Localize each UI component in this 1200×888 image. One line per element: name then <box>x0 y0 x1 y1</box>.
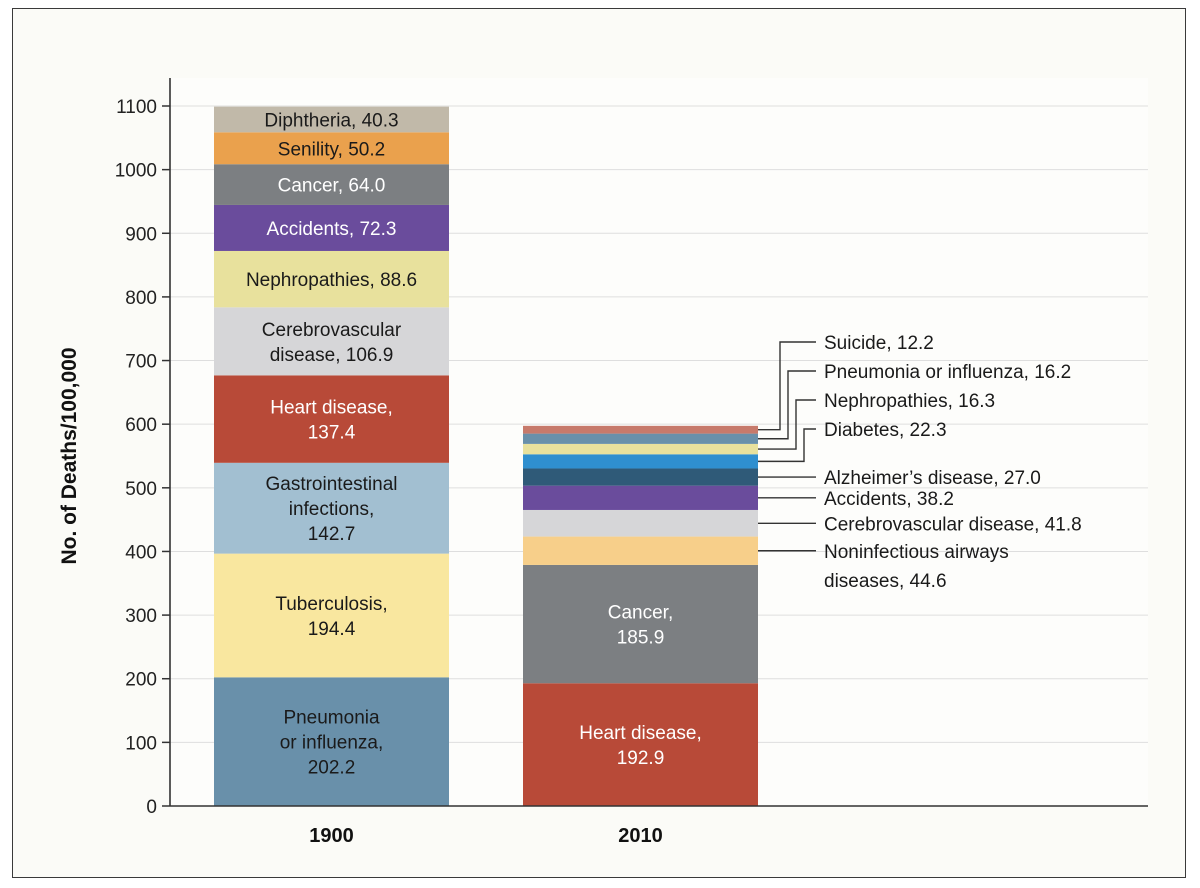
y-tick-label: 200 <box>125 670 157 691</box>
bar-segment-1900-diphtheria <box>214 106 449 133</box>
data-label-1900-cerebrovascular-disease: Cerebrovascular <box>262 320 402 341</box>
data-label-1900-gastrointestinal-infections: 142.7 <box>308 524 356 545</box>
callout-label-noninfectious-airways-diseases: diseases, 44.6 <box>824 571 947 592</box>
data-label-1900-accidents: Accidents, 72.3 <box>267 219 397 240</box>
data-label-1900-heart-disease: 137.4 <box>308 423 356 444</box>
data-label-1900-gastrointestinal-infections: infections, <box>289 499 375 520</box>
bar-segment-2010-cerebrovascular-disease <box>523 509 758 537</box>
leader-line-pneumonia-or-influenza <box>758 370 816 440</box>
data-label-1900-nephropathies: Nephropathies, 88.6 <box>246 270 417 291</box>
bar-segment-2010-accidents <box>523 485 758 510</box>
y-tick-label: 100 <box>125 733 157 754</box>
data-label-2010-heart-disease: 192.9 <box>617 748 665 769</box>
data-label-1900-cancer: Cancer, 64.0 <box>278 176 386 197</box>
bar-segment-1900-pneumonia-or-influenza <box>214 677 449 806</box>
callout-label-pneumonia-or-influenza: Pneumonia or influenza, 16.2 <box>824 362 1071 383</box>
y-tick-label: 700 <box>125 352 157 373</box>
bar-segment-2010-nephropathies <box>523 443 758 455</box>
data-label-1900-pneumonia-or-influenza: 202.2 <box>308 758 356 779</box>
data-label-2010-heart-disease: Heart disease, <box>579 723 702 744</box>
y-tick-label: 1100 <box>116 97 157 118</box>
leader-line-diabetes <box>758 428 816 463</box>
data-label-1900-tuberculosis: Tuberculosis, <box>275 594 387 615</box>
leader-line-suicide <box>758 341 816 431</box>
callout-label-noninfectious-airways-diseases: Noninfectious airways <box>824 542 1009 563</box>
bar-segment-2010-diabetes <box>523 454 758 469</box>
bar-segment-2010-alzheimer-s-disease <box>523 468 758 486</box>
data-label-1900-gastrointestinal-infections: Gastrointestinal <box>265 474 397 495</box>
callout-label-suicide: Suicide, 12.2 <box>824 333 934 354</box>
y-tick-label: 1000 <box>115 161 157 182</box>
bar-segment-1900-tuberculosis <box>214 553 449 678</box>
bar-segment-2010-pneumonia-or-influenza <box>523 433 758 444</box>
bar-segment-1900-accidents <box>214 204 449 251</box>
bar-segment-1900-heart-disease <box>214 375 449 463</box>
bar-segment-2010-suicide <box>523 425 758 434</box>
y-tick-label: 500 <box>125 479 157 500</box>
y-axis-label: No. of Deaths/100,000 <box>58 347 81 564</box>
y-tick-label: 800 <box>125 288 157 309</box>
bar-segment-1900-cerebrovascular-disease <box>214 307 449 376</box>
callout-label-accidents: Accidents, 38.2 <box>824 489 954 510</box>
data-label-1900-pneumonia-or-influenza: or influenza, <box>280 733 384 754</box>
x-category-label-2010: 2010 <box>618 825 663 847</box>
bar-segment-1900-cancer <box>214 164 449 205</box>
callout-label-cerebrovascular-disease: Cerebrovascular disease, 41.8 <box>824 514 1082 535</box>
data-label-1900-tuberculosis: 194.4 <box>308 619 356 640</box>
bar-segment-1900-nephropathies <box>214 250 449 308</box>
data-label-2010-cancer: 185.9 <box>617 628 665 649</box>
bar-segment-2010-noninfectious-airways-diseases <box>523 536 758 565</box>
y-tick-label: 400 <box>125 542 157 563</box>
bar-segment-2010-heart-disease <box>523 683 758 806</box>
x-category-label-1900: 1900 <box>309 825 354 847</box>
data-label-2010-cancer: Cancer, <box>608 603 673 624</box>
leader-line-nephropathies <box>758 399 816 450</box>
data-label-1900-cerebrovascular-disease: disease, 106.9 <box>270 345 394 366</box>
y-tick-label: 900 <box>125 224 157 245</box>
y-tick-label: 600 <box>125 415 157 436</box>
data-label-1900-heart-disease: Heart disease, <box>270 398 393 419</box>
data-label-1900-diphtheria: Diphtheria, 40.3 <box>264 110 398 131</box>
y-tick-label: 0 <box>146 797 157 818</box>
bar-segment-1900-gastrointestinal-infections <box>214 462 449 554</box>
callout-label-alzheimer-s-disease: Alzheimer’s disease, 27.0 <box>824 468 1041 489</box>
data-label-1900-senility: Senility, 50.2 <box>278 139 385 160</box>
y-tick-label: 300 <box>125 606 157 627</box>
callout-label-diabetes: Diabetes, 22.3 <box>824 420 947 441</box>
bar-segment-2010-cancer <box>523 564 758 684</box>
data-label-1900-pneumonia-or-influenza: Pneumonia <box>283 708 380 729</box>
callout-label-nephropathies: Nephropathies, 16.3 <box>824 391 995 412</box>
bar-segment-1900-senility <box>214 132 449 165</box>
